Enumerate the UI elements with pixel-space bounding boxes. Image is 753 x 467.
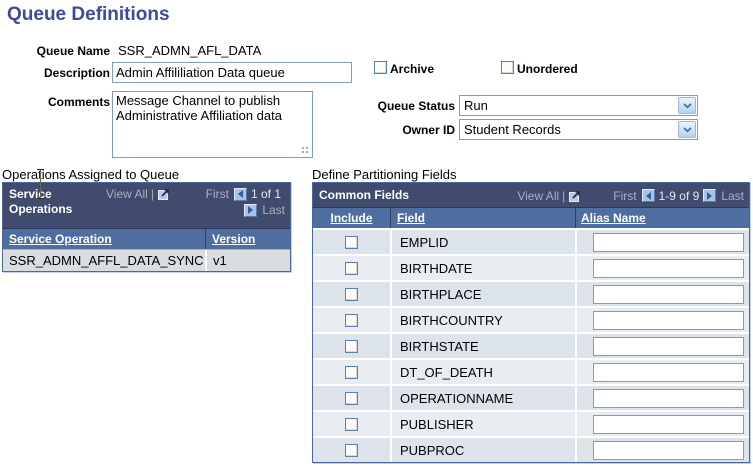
alias-name-input[interactable] [593,336,744,356]
partitioning-section-label: Define Partitioning Fields [312,167,457,182]
view-all-link[interactable]: View All [106,187,148,201]
view-all-link[interactable]: View All [517,188,560,203]
alias-name-input[interactable] [593,388,744,408]
owner-id-label: Owner ID [402,123,455,137]
column-header-service-operation[interactable]: Service Operation [9,232,112,246]
column-header-field[interactable]: Field [390,208,575,228]
archive-label: Archive [390,62,435,76]
pager-separator: | [150,187,154,201]
include-checkbox[interactable] [345,261,358,275]
field-name: BIRTHPLACE [390,282,575,306]
description-input[interactable] [112,62,352,83]
include-checkbox[interactable] [345,365,358,379]
comments-label: Comments [47,95,110,109]
owner-id-value: Student Records [464,122,561,137]
pager-range: 1-9 of 9 [658,188,700,203]
chevron-right-icon[interactable] [244,203,258,217]
alias-name-input[interactable] [593,258,744,278]
table-row: DT_OF_DEATH [313,358,749,384]
alias-name-input[interactable] [593,310,744,330]
last-link[interactable]: Last [721,188,744,203]
grid-title: Service Operations [9,187,73,216]
table-row: EMPLID [313,228,749,254]
chevron-left-icon[interactable] [233,187,247,201]
table-row: PUBPROC [313,436,749,462]
field-name: BIRTHSTATE [390,334,575,358]
field-name: EMPLID [390,230,575,254]
queue-status-select[interactable]: Run [459,95,698,116]
chevron-down-icon[interactable] [678,97,696,114]
table-row: BIRTHPLACE [313,280,749,306]
queue-status-label: Queue Status [377,99,455,113]
grid-title: Common Fields [319,188,410,202]
unordered-checkbox[interactable] [501,61,514,74]
table-row: BIRTHDATE [313,254,749,280]
column-header-version[interactable]: Version [205,229,290,249]
include-checkbox[interactable] [345,287,358,301]
field-name: PUBPROC [390,438,575,462]
include-checkbox[interactable] [345,339,358,353]
alias-name-input[interactable] [593,414,744,434]
queue-name-value: SSR_ADMN_AFL_DATA [118,43,262,58]
pager-range: 1 of 1 [250,187,281,201]
first-link[interactable]: First [205,187,229,201]
include-checkbox[interactable] [345,313,358,327]
field-name: BIRTHCOUNTRY [390,308,575,332]
include-checkbox[interactable] [345,417,358,431]
expand-grid-icon[interactable] [157,187,172,201]
table-row: BIRTHSTATE [313,332,749,358]
alias-name-input[interactable] [593,284,744,304]
table-row: BIRTHCOUNTRY [313,306,749,332]
service-operation-cell: SSR_ADMN_AFFL_DATA_SYNC [9,253,204,268]
page-title: Queue Definitions [7,4,170,25]
column-header-include[interactable]: Include [330,211,373,225]
alias-name-input[interactable] [593,440,744,460]
owner-id-select[interactable]: Student Records [459,119,698,140]
field-name: OPERATIONNAME [390,386,575,410]
chevron-left-icon[interactable] [641,189,655,202]
include-checkbox[interactable] [345,391,358,405]
archive-checkbox[interactable] [374,61,387,74]
common-fields-grid: Common Fields View All | First 1-9 of 9 … [312,182,750,463]
chevron-right-icon[interactable] [703,189,717,202]
alias-name-input[interactable] [593,362,744,382]
alias-name-input[interactable] [593,232,744,252]
field-name: DT_OF_DEATH [390,360,575,384]
table-row: SSR_ADMN_AFFL_DATA_SYNC v1 [3,249,290,271]
include-checkbox[interactable] [345,235,358,249]
last-link[interactable]: Last [262,203,285,217]
pager-separator: | [562,188,566,203]
queue-name-label: Queue Name [36,44,110,58]
column-header-alias-name[interactable]: Alias Name [575,208,749,228]
comments-textarea[interactable]: Message Channel to publish Administrativ… [112,91,313,158]
chevron-down-icon[interactable] [678,121,696,138]
first-link[interactable]: First [613,188,637,203]
field-name: BIRTHDATE [390,256,575,280]
version-cell: v1 [205,250,290,271]
table-row: PUBLISHER [313,410,749,436]
operations-section-label: Operations Assigned to Queue [2,167,180,182]
field-name: PUBLISHER [390,412,575,436]
include-checkbox[interactable] [345,443,358,457]
description-label: Description [43,66,110,80]
queue-status-value: Run [464,98,488,113]
unordered-label: Unordered [517,62,578,76]
expand-grid-icon[interactable] [568,189,583,203]
text-cursor-artifact [36,169,45,199]
service-operations-grid: Service Operations View All | First [2,182,291,272]
table-row: OPERATIONNAME [313,384,749,410]
textarea-resize-grip[interactable] [300,145,310,155]
